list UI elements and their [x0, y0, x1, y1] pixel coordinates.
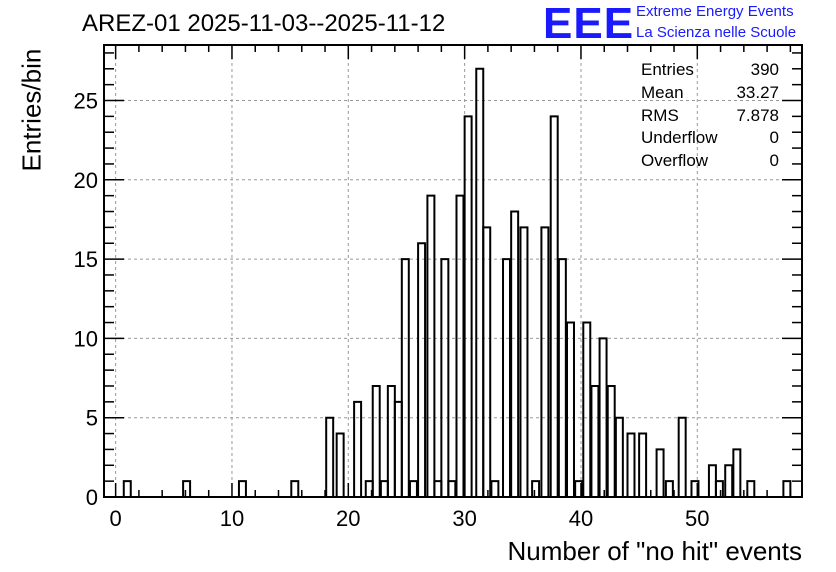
histogram-bar — [440, 258, 450, 497]
histogram-bar — [182, 480, 192, 497]
y-tick-label: 0 — [86, 485, 98, 510]
histogram-bar — [325, 416, 335, 497]
histogram-bar — [379, 480, 389, 497]
stats-box: Entries 390 Mean 33.27 RMS 7.878 Underfl… — [641, 59, 779, 173]
histogram-bar — [510, 210, 520, 497]
histogram-bar — [417, 242, 427, 497]
histogram-bar — [626, 432, 636, 497]
histogram-bar — [638, 432, 648, 497]
x-tick-label: 40 — [569, 506, 593, 531]
histogram-bar — [290, 480, 300, 497]
x-tick-label: 30 — [452, 506, 476, 531]
histogram-bar — [590, 384, 600, 497]
histogram-bar — [531, 480, 541, 497]
histogram-bar — [540, 226, 550, 497]
histogram-bar — [598, 337, 608, 497]
stat-value: 0 — [769, 128, 779, 148]
stat-underflow: Underflow 0 — [641, 127, 779, 150]
histogram-bar — [463, 115, 473, 497]
stat-label: RMS — [641, 105, 679, 125]
stat-label: Entries — [641, 60, 694, 79]
histogram-bar — [475, 67, 485, 497]
eee-logo: EEE — [543, 0, 635, 48]
histogram-bar — [490, 480, 500, 497]
stat-label: Overflow — [641, 151, 709, 171]
histogram-bar — [746, 480, 756, 497]
y-tick-label: 5 — [86, 406, 98, 431]
y-tick-label: 10 — [74, 326, 98, 351]
histogram-bar — [614, 416, 624, 497]
logo-line-1: Extreme Energy Events — [636, 3, 794, 20]
histogram-bar — [237, 480, 247, 497]
histogram-bar — [400, 258, 410, 497]
stat-value: 0 — [769, 151, 779, 171]
y-axis-label: Entries/bin — [16, 48, 47, 172]
stat-value: 33.27 — [736, 82, 779, 102]
stat-label: Underflow — [641, 128, 718, 148]
x-tick-label: 50 — [685, 506, 709, 531]
stat-entries: Entries 390 — [641, 59, 779, 82]
histogram-bar — [690, 480, 700, 497]
x-tick-label: 20 — [336, 506, 360, 531]
histogram-bar — [714, 480, 724, 497]
y-tick-label: 15 — [74, 247, 98, 272]
histogram-bar — [519, 226, 529, 497]
histogram-bar — [482, 226, 492, 497]
stat-mean: Mean 33.27 — [641, 82, 779, 105]
histogram-bar — [408, 480, 418, 497]
histogram-bar — [122, 480, 132, 497]
histogram-bar — [732, 448, 742, 497]
histogram-bar — [606, 384, 616, 497]
histogram-bars — [104, 67, 802, 498]
x-axis-label: Number of "no hit" events — [507, 536, 803, 566]
histogram-bar — [393, 400, 403, 497]
histogram-bar — [549, 115, 559, 497]
histogram-bar — [353, 400, 363, 497]
histogram-bar — [724, 464, 734, 497]
histogram-bar — [582, 321, 592, 497]
logo-line-2: La Scienza nelle Scuole — [636, 24, 797, 41]
grid-lines — [104, 45, 802, 497]
stat-rms: RMS 7.878 — [641, 105, 779, 128]
y-tick-label: 20 — [74, 168, 98, 193]
histogram-bar — [371, 384, 381, 497]
x-tick-label: 10 — [220, 506, 244, 531]
plot-frame — [103, 44, 803, 498]
histogram-bar — [447, 480, 457, 497]
histogram-bar — [655, 448, 665, 497]
stat-value: 390 — [750, 60, 779, 79]
histogram-bar — [502, 258, 512, 497]
x-tick-label: 0 — [110, 506, 122, 531]
stat-value: 7.878 — [736, 105, 779, 125]
stat-overflow: Overflow 0 — [641, 150, 779, 173]
chart-title: AREZ-01 2025-11-03--2025-11-12 — [82, 10, 446, 37]
stat-label: Mean — [641, 82, 684, 102]
histogram-bar — [433, 480, 443, 497]
histogram-bar — [426, 194, 436, 497]
histogram-bar — [664, 480, 674, 497]
tick-labels: 0 10 20 30 40 50 0 5 10 15 20 25 — [74, 89, 710, 531]
axis-ticks — [104, 45, 802, 498]
histogram-bar — [455, 194, 465, 497]
histogram-bar — [677, 416, 687, 497]
histogram-bar — [557, 258, 567, 497]
histogram-bar — [782, 480, 792, 497]
histogram-bar — [574, 480, 584, 497]
y-tick-label: 25 — [74, 89, 98, 114]
histogram-bar — [707, 464, 717, 497]
histogram-bar — [386, 384, 396, 497]
histogram-bar — [566, 321, 575, 497]
histogram-bar — [335, 432, 345, 497]
